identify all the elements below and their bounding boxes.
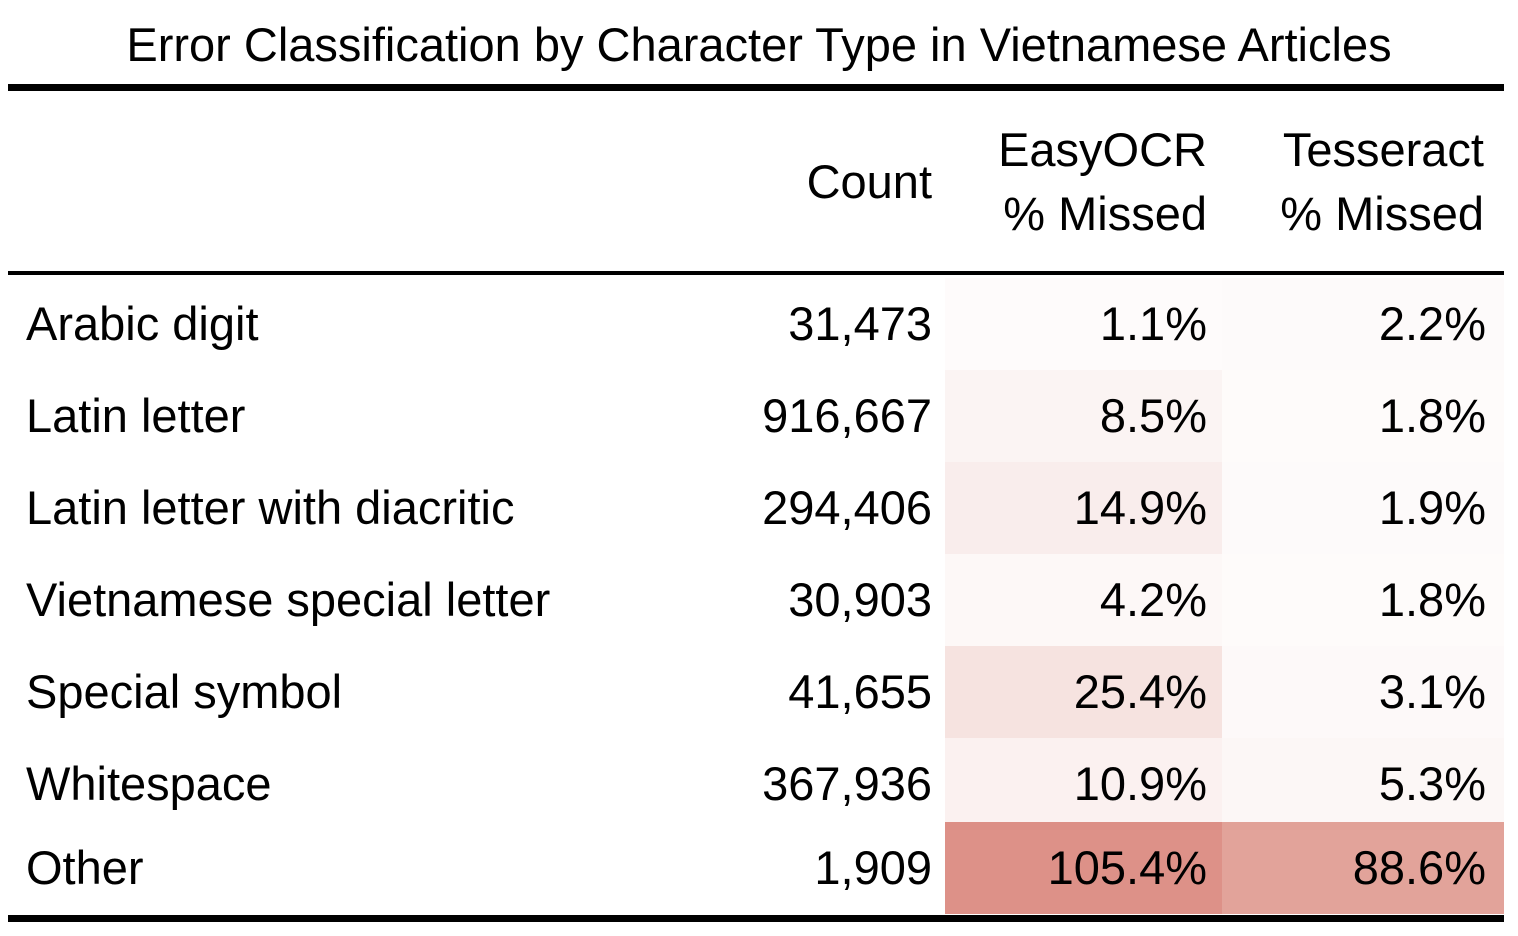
easyocr-cell: 4.2% [945, 554, 1222, 646]
easyocr-cell: 10.9% [945, 738, 1222, 830]
count-cell: 41,655 [788, 665, 932, 718]
row-label: Special symbol [26, 665, 343, 718]
count-cell: 30,903 [788, 573, 932, 626]
table-row: Whitespace 367,936 10.9% 5.3% [8, 738, 1504, 830]
table-row: Latin letter with diacritic 294,406 14.9… [8, 462, 1504, 554]
easyocr-cell: 14.9% [945, 462, 1222, 554]
row-label: Latin letter [26, 389, 246, 442]
table-row: Latin letter 916,667 8.5% 1.8% [8, 370, 1504, 462]
table-row: Special symbol 41,655 25.4% 3.1% [8, 646, 1504, 738]
count-cell: 367,936 [762, 757, 932, 810]
tesseract-cell: 1.8% [1222, 370, 1504, 462]
count-cell: 1,909 [814, 841, 932, 894]
easyocr-cell: 8.5% [945, 370, 1222, 462]
table-title: Error Classification by Character Type i… [126, 18, 1392, 71]
easyocr-cell: 105.4% [945, 822, 1222, 914]
header-rule [8, 271, 1504, 275]
row-label: Whitespace [26, 757, 272, 810]
header-count-line1: Count [806, 155, 932, 208]
header-tesseract-line2: % Missed [1280, 187, 1484, 240]
tesseract-cell: 5.3% [1222, 738, 1504, 830]
row-label: Vietnamese special letter [26, 573, 551, 626]
tesseract-cell: 1.9% [1222, 462, 1504, 554]
tesseract-cell: 88.6% [1222, 822, 1504, 914]
table-row: Arabic digit 31,473 1.1% 2.2% [8, 278, 1504, 370]
easyocr-cell: 1.1% [945, 278, 1222, 370]
row-label: Other [26, 841, 144, 894]
header-easyocr-line1: EasyOCR [998, 123, 1207, 176]
table-row: Other 1,909 105.4% 88.6% [8, 822, 1504, 914]
table-row: Vietnamese special letter 30,903 4.2% 1.… [8, 554, 1504, 646]
header-tesseract-line1: Tesseract [1282, 123, 1484, 176]
tesseract-cell: 1.8% [1222, 554, 1504, 646]
header-easyocr-line2: % Missed [1003, 187, 1207, 240]
row-label: Arabic digit [26, 297, 259, 350]
header-tesseract: Tesseract % Missed [1222, 96, 1484, 268]
tesseract-cell: 3.1% [1222, 646, 1504, 738]
count-cell: 31,473 [788, 297, 932, 350]
tesseract-cell: 2.2% [1222, 278, 1504, 370]
header-easyocr: EasyOCR % Missed [945, 96, 1207, 268]
row-label: Latin letter with diacritic [26, 481, 515, 534]
header-count: Count [740, 96, 932, 268]
easyocr-cell: 25.4% [945, 646, 1222, 738]
count-cell: 294,406 [762, 481, 932, 534]
top-rule [8, 84, 1504, 91]
count-cell: 916,667 [762, 389, 932, 442]
bottom-rule [8, 915, 1504, 922]
